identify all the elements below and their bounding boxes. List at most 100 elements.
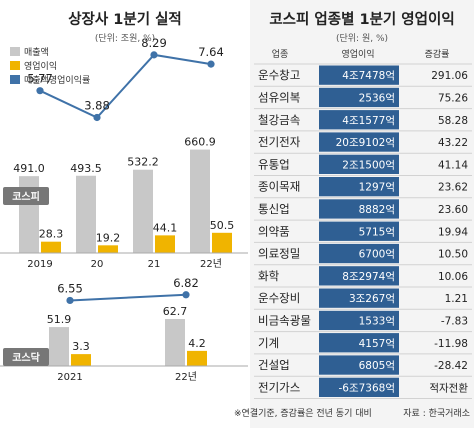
op-cell xyxy=(319,110,399,130)
kospi-market-label: 코스피 xyxy=(12,190,40,203)
op-value: 8조2974억 xyxy=(342,271,395,283)
margin-point xyxy=(207,60,215,68)
sales-value-label: 51.9 xyxy=(47,313,72,326)
op-value: 6805억 xyxy=(359,360,395,372)
industry-name: 비금속광물 xyxy=(258,313,311,327)
industry-table: 운수창고 4조7478억 291.06 섬유의복 2536억 75.26 철강금속 4조157… xyxy=(254,63,472,399)
sales-bar xyxy=(76,175,96,253)
margin-point xyxy=(182,291,190,299)
kosdaq-chart: 51.9 3.3 2021 62.7 4.2 22년 6.55 6.82 xyxy=(47,276,207,383)
margin-value-label: 3.88 xyxy=(84,99,110,113)
margin-line xyxy=(69,293,187,302)
x-tick-label: 2019 xyxy=(27,259,52,270)
sales-value-label: 532.2 xyxy=(127,156,159,169)
rate-value: 58.28 xyxy=(438,115,468,127)
kosdaq-market-label: 코스닥 xyxy=(12,351,40,364)
op-value-label: 19.2 xyxy=(96,231,121,244)
margin-value-label: 7.64 xyxy=(198,45,224,59)
rate-value: 75.26 xyxy=(438,92,468,104)
op-cell xyxy=(319,266,399,286)
sales-bar xyxy=(165,318,185,366)
op-value: -6조7368억 xyxy=(338,382,395,394)
rate-value: -28.42 xyxy=(434,360,468,372)
op-value-label: 28.3 xyxy=(39,228,64,241)
op-cell xyxy=(319,243,399,264)
legend: 매출액 영업이익 매출액영업이익률 xyxy=(10,46,90,86)
legend-label-sales: 매출액 xyxy=(24,46,49,58)
x-tick-label: 20 xyxy=(91,259,104,270)
op-bar xyxy=(71,354,91,366)
industry-name: 화학 xyxy=(258,269,280,283)
col-header-op: 영업이익 xyxy=(341,48,374,60)
op-cell xyxy=(319,377,399,397)
sales-value-label: 491.0 xyxy=(13,162,45,175)
source: 자료 : 한국거래소 xyxy=(403,408,470,419)
op-cell xyxy=(319,154,399,174)
industry-name: 통신업 xyxy=(258,202,290,216)
sales-bar xyxy=(49,327,69,366)
op-cell xyxy=(319,199,399,219)
margin-point xyxy=(66,296,74,305)
op-value: 5715억 xyxy=(359,226,395,238)
op-cell xyxy=(319,65,399,85)
op-value: 4조7478억 xyxy=(342,70,395,82)
sales-value-label: 660.9 xyxy=(184,136,216,149)
footnote: ※연결기준, 증감률은 전년 동기 대비 xyxy=(234,407,372,419)
industry-name: 전기가스 xyxy=(258,380,300,394)
op-cell xyxy=(319,333,399,353)
x-tick-label: 22년 xyxy=(175,371,197,383)
margin-point xyxy=(150,51,158,59)
op-value-label: 3.3 xyxy=(72,340,90,353)
op-cell xyxy=(319,132,399,152)
rate-value: -11.98 xyxy=(434,338,468,350)
col-header-industry: 업종 xyxy=(272,49,289,60)
op-cell xyxy=(319,310,399,331)
rate-value: 43.22 xyxy=(438,137,468,149)
op-value: 2조1500억 xyxy=(342,159,395,171)
rate-value: 23.62 xyxy=(438,182,468,194)
margin-line xyxy=(39,53,212,119)
sales-value-label: 493.5 xyxy=(70,162,102,175)
op-cell xyxy=(319,355,399,375)
rate-value: 10.06 xyxy=(438,271,468,283)
rate-value: 291.06 xyxy=(431,70,468,82)
legend-label-op: 영업이익 xyxy=(24,60,57,72)
right-title: 코스피 업종별 1분기 영업이익 xyxy=(269,10,454,28)
op-value: 2536억 xyxy=(359,92,395,104)
sales-bar xyxy=(190,149,210,253)
rate-value: 23.60 xyxy=(438,204,468,216)
op-cell xyxy=(319,288,399,308)
industry-name: 의약품 xyxy=(258,224,290,238)
margin-point xyxy=(93,113,101,122)
industry-name: 전기전자 xyxy=(258,135,301,149)
margin-value-label: 8.29 xyxy=(141,36,167,50)
op-value: 6700억 xyxy=(359,249,395,261)
op-value: 1533억 xyxy=(359,315,395,327)
rate-value: 적자전환 xyxy=(429,382,468,394)
op-value-label: 4.2 xyxy=(188,337,206,350)
kospi-market-tag xyxy=(3,187,49,205)
op-bar xyxy=(187,350,207,366)
legend-swatch-sales xyxy=(10,47,20,56)
op-value-label: 50.5 xyxy=(210,219,235,232)
op-value: 8882억 xyxy=(359,204,395,216)
industry-name: 운수장비 xyxy=(258,291,300,305)
industry-name: 유통업 xyxy=(258,157,290,171)
industry-name: 기계 xyxy=(258,336,279,350)
industry-name: 섬유의복 xyxy=(258,90,300,104)
op-cell xyxy=(319,221,399,241)
op-value: 4조1577억 xyxy=(342,115,395,127)
x-tick-label: 2021 xyxy=(57,372,82,383)
op-value: 1297억 xyxy=(359,182,395,194)
left-unit: (단위: 조원, %) xyxy=(95,33,155,44)
op-value: 3조267억 xyxy=(349,293,395,305)
left-title: 상장사 1분기 실적 xyxy=(68,10,182,28)
op-cell xyxy=(319,177,399,197)
margin-value-label: 6.55 xyxy=(57,281,83,295)
rate-value: 10.50 xyxy=(438,249,468,261)
op-bar xyxy=(155,235,175,253)
op-cell xyxy=(319,87,399,108)
rate-value: -7.83 xyxy=(441,315,468,327)
op-value: 4157억 xyxy=(359,338,395,350)
